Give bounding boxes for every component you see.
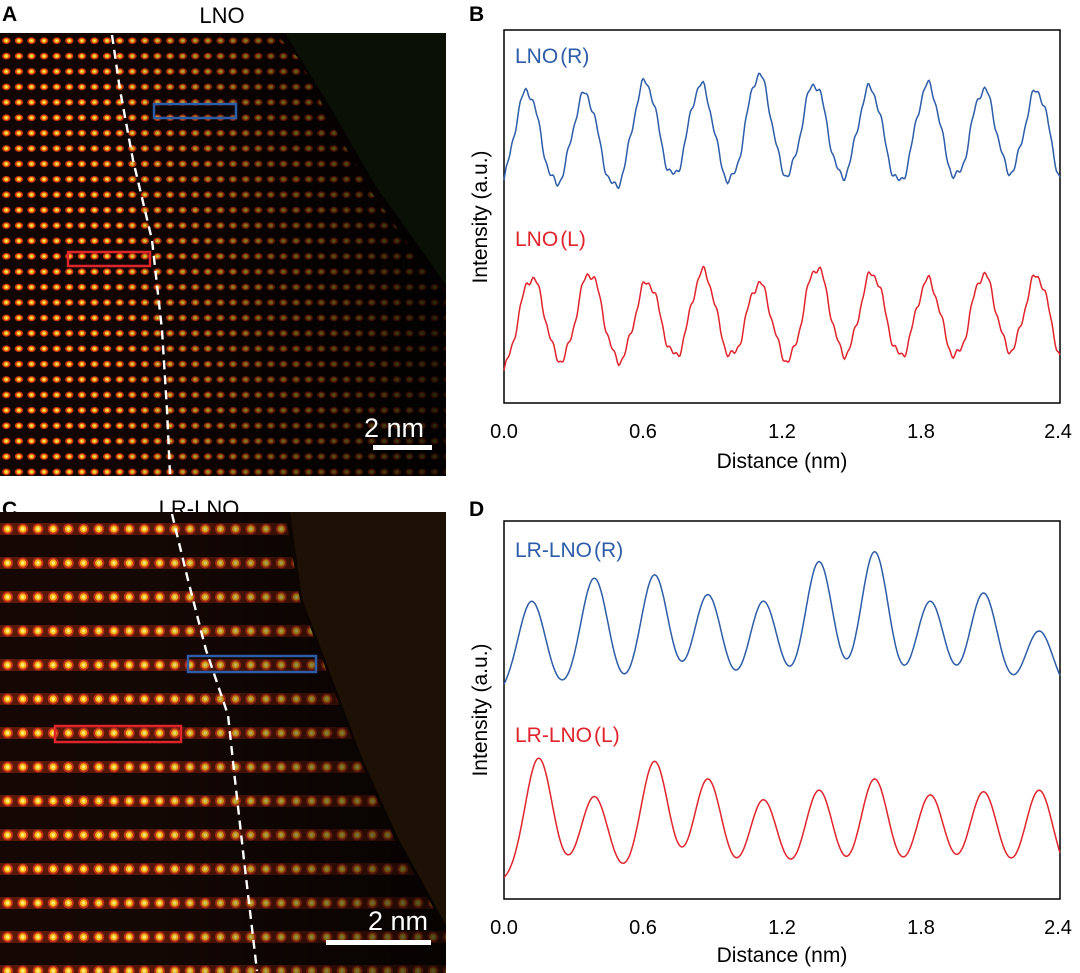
x-tick-label: 2.4 bbox=[1044, 917, 1072, 939]
region-box-l bbox=[66, 250, 152, 268]
region-box-r bbox=[152, 102, 238, 120]
boundary-line bbox=[170, 513, 259, 972]
plot-frame bbox=[503, 520, 1061, 900]
x-tick-label: 1.2 bbox=[768, 917, 796, 939]
panel-d: D 0.0 0.6 1.2 1.8 2.4 Distance (nm) Inte… bbox=[469, 498, 1072, 967]
x-tick-label: 0.6 bbox=[629, 917, 657, 939]
panel-a: A LNO 2 nm bbox=[0, 3, 446, 476]
panel-letter-d: D bbox=[469, 498, 484, 521]
plot-frame bbox=[503, 29, 1061, 404]
series-line-lno-r bbox=[503, 72, 1061, 190]
x-axis-label: Distance (nm) bbox=[717, 944, 848, 967]
series-line-lno-l bbox=[503, 265, 1061, 371]
scale-bar-label: 2 nm bbox=[364, 413, 424, 443]
y-axis-label: Intensity (a.u.) bbox=[469, 643, 492, 776]
scale-bar bbox=[373, 445, 432, 450]
region-box-l bbox=[53, 724, 183, 744]
series-label-lr-lno-r: LR-LNO(R) bbox=[515, 539, 623, 562]
series-label-lno-r: LNO(R) bbox=[515, 45, 589, 68]
region-box-r bbox=[186, 654, 318, 674]
boundary-line bbox=[110, 34, 172, 475]
stem-image-lno: 2 nm bbox=[0, 33, 446, 476]
x-tick-label: 1.8 bbox=[907, 917, 935, 939]
series-line-lr-lno-r bbox=[503, 550, 1061, 685]
panel-a-title: LNO bbox=[199, 3, 244, 28]
x-axis-label: Distance (nm) bbox=[717, 450, 848, 473]
stem-image-lr-lno: 2 nm bbox=[0, 512, 446, 973]
x-ticks: 0.0 0.6 1.2 1.8 2.4 bbox=[490, 421, 1072, 443]
panel-b: B 0.0 0.6 1.2 1.8 2.4 Distance (nm) Inte… bbox=[469, 3, 1072, 473]
scale-bar-label: 2 nm bbox=[368, 906, 428, 936]
x-tick-label: 0.0 bbox=[490, 917, 518, 939]
series-line-lr-lno-l bbox=[503, 757, 1061, 879]
x-ticks: 0.0 0.6 1.2 1.8 2.4 bbox=[490, 917, 1072, 939]
x-tick-label: 0.0 bbox=[490, 421, 518, 443]
series-label-lno-l: LNO(L) bbox=[515, 228, 586, 251]
x-tick-label: 1.8 bbox=[907, 421, 935, 443]
panel-letter-b: B bbox=[469, 3, 484, 26]
y-axis-label: Intensity (a.u.) bbox=[469, 150, 492, 283]
panel-c: C LR-LNO 2 nm bbox=[0, 496, 446, 973]
x-tick-label: 1.2 bbox=[768, 421, 796, 443]
x-tick-label: 0.6 bbox=[629, 421, 657, 443]
x-tick-label: 2.4 bbox=[1044, 421, 1072, 443]
panel-letter-a: A bbox=[2, 3, 17, 26]
series-label-lr-lno-l: LR-LNO(L) bbox=[515, 724, 620, 747]
scale-bar bbox=[326, 940, 431, 945]
